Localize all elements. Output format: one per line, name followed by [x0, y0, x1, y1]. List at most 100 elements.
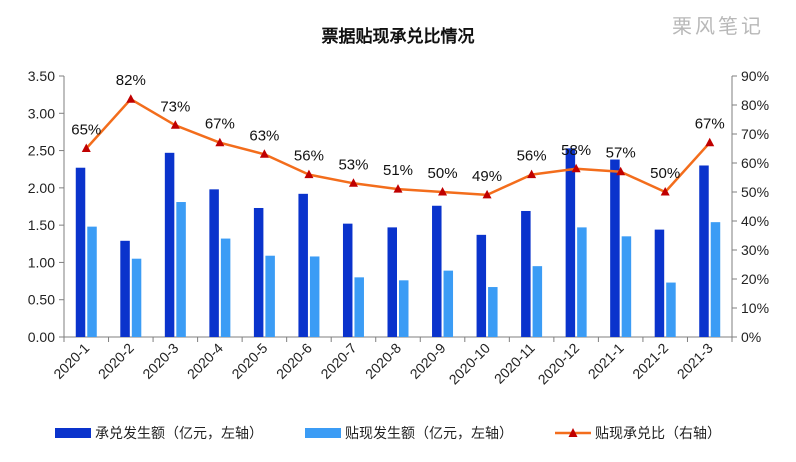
ratio-marker [170, 120, 180, 129]
bar-acceptance [120, 240, 130, 337]
ratio-marker [259, 149, 269, 158]
left-tick-label: 1.00 [28, 254, 55, 270]
right-tick-label: 90% [741, 68, 769, 84]
bar-acceptance [387, 227, 397, 337]
ratio-data-label: 67% [205, 116, 235, 133]
bar-discount [87, 226, 97, 337]
bar-acceptance [164, 152, 175, 337]
ratio-marker [616, 166, 626, 176]
legend-swatch-discount [305, 428, 341, 438]
bar-acceptance [521, 210, 531, 337]
ratio-marker [304, 169, 314, 179]
bar-acceptance [654, 229, 665, 337]
bar-acceptance [610, 159, 620, 337]
bar-discount [309, 256, 320, 337]
bar-discount [577, 227, 587, 337]
right-tick-label: 0% [741, 329, 761, 345]
bar-acceptance [476, 234, 487, 337]
left-tick-label: 2.50 [28, 143, 55, 159]
ratio-data-label: 58% [561, 142, 591, 159]
bar-discount [265, 255, 275, 337]
left-tick-label: 1.50 [28, 217, 55, 233]
bar-discount [488, 287, 498, 337]
ratio-data-label: 50% [428, 165, 458, 182]
x-tick-label: 2020-5 [228, 340, 270, 382]
bar-discount [176, 202, 186, 337]
chart-title: 票据贴现承兑比情况 [321, 27, 475, 47]
bar-acceptance [432, 205, 442, 337]
x-tick-label: 2020-8 [362, 340, 404, 382]
bar-discount [220, 238, 231, 337]
right-tick-label: 50% [741, 184, 769, 200]
ratio-marker [571, 163, 581, 173]
bar-discount [666, 282, 676, 337]
right-tick-label: 80% [741, 97, 769, 113]
right-tick-label: 60% [741, 155, 769, 171]
bar-discount [532, 266, 543, 337]
bar-acceptance [298, 193, 308, 337]
x-tick-label: 2020-2 [95, 340, 137, 382]
bar-discount [621, 236, 632, 337]
ratio-data-label: 73% [160, 98, 190, 115]
x-tick-label: 2020-3 [139, 340, 181, 382]
bar-acceptance [699, 165, 709, 337]
left-tick-label: 3.00 [28, 105, 55, 121]
ratio-marker [438, 187, 448, 196]
right-tick-label: 40% [741, 213, 769, 229]
x-tick-label: 2021-3 [674, 340, 716, 382]
ratio-marker [482, 189, 492, 199]
ratio-marker [81, 143, 91, 152]
bar-discount [710, 222, 721, 337]
ratio-marker [126, 94, 136, 103]
x-tick-label: 2021-2 [629, 340, 671, 382]
x-tick-label: 2021-1 [585, 340, 627, 382]
legend-label-acceptance: 承兑发生额（亿元，左轴） [95, 425, 263, 441]
legend-label-discount: 贴现发生额（亿元，左轴） [345, 425, 513, 441]
ratio-data-label: 65% [71, 122, 101, 139]
right-tick-label: 20% [741, 271, 769, 287]
left-tick-label: 3.50 [28, 68, 55, 84]
ratio-marker [393, 184, 403, 193]
right-tick-label: 70% [741, 126, 769, 142]
ratio-data-label: 82% [116, 72, 146, 89]
ratio-marker [348, 178, 358, 187]
legend-label-ratio: 贴现承兑比（右轴） [595, 425, 721, 441]
x-tick-label: 2020-1 [50, 340, 92, 382]
ratio-data-label: 67% [695, 116, 725, 133]
left-tick-label: 0.50 [28, 292, 55, 308]
ratio-data-label: 51% [383, 162, 413, 179]
ratio-data-label: 63% [249, 127, 279, 144]
ratio-data-label: 57% [606, 145, 636, 162]
ratio-marker [660, 187, 670, 196]
right-tick-label: 30% [741, 242, 769, 258]
bar-discount [443, 270, 454, 337]
bar-discount [399, 280, 409, 337]
x-tick-label: 2020-10 [446, 340, 494, 388]
ratio-data-label: 49% [472, 168, 502, 185]
bar-acceptance [342, 223, 353, 337]
x-tick-label: 2020-11 [491, 340, 538, 387]
ratio-data-label: 56% [294, 148, 324, 165]
right-tick-label: 10% [741, 300, 769, 316]
bar-discount [131, 258, 142, 337]
bar-acceptance [75, 167, 86, 337]
x-tick-label: 2020-4 [184, 340, 226, 382]
legend-marker-ratio [568, 428, 578, 437]
ratio-data-label: 53% [338, 156, 368, 173]
bar-acceptance [209, 189, 219, 337]
x-tick-label: 2020-9 [407, 340, 449, 382]
left-tick-label: 0.00 [28, 329, 55, 345]
ratio-data-label: 50% [650, 165, 680, 182]
watermark-logo: 栗风笔记 [672, 14, 764, 38]
bar-acceptance [253, 207, 264, 337]
x-tick-label: 2020-12 [535, 340, 583, 388]
bar-discount [354, 277, 364, 337]
x-tick-label: 2020-6 [273, 340, 315, 382]
legend-swatch-acceptance [55, 428, 91, 438]
ratio-marker [705, 137, 715, 147]
ratio-marker [527, 169, 537, 179]
ratio-marker [215, 137, 225, 147]
bar-acceptance [565, 148, 576, 337]
left-tick-label: 2.00 [28, 180, 55, 196]
